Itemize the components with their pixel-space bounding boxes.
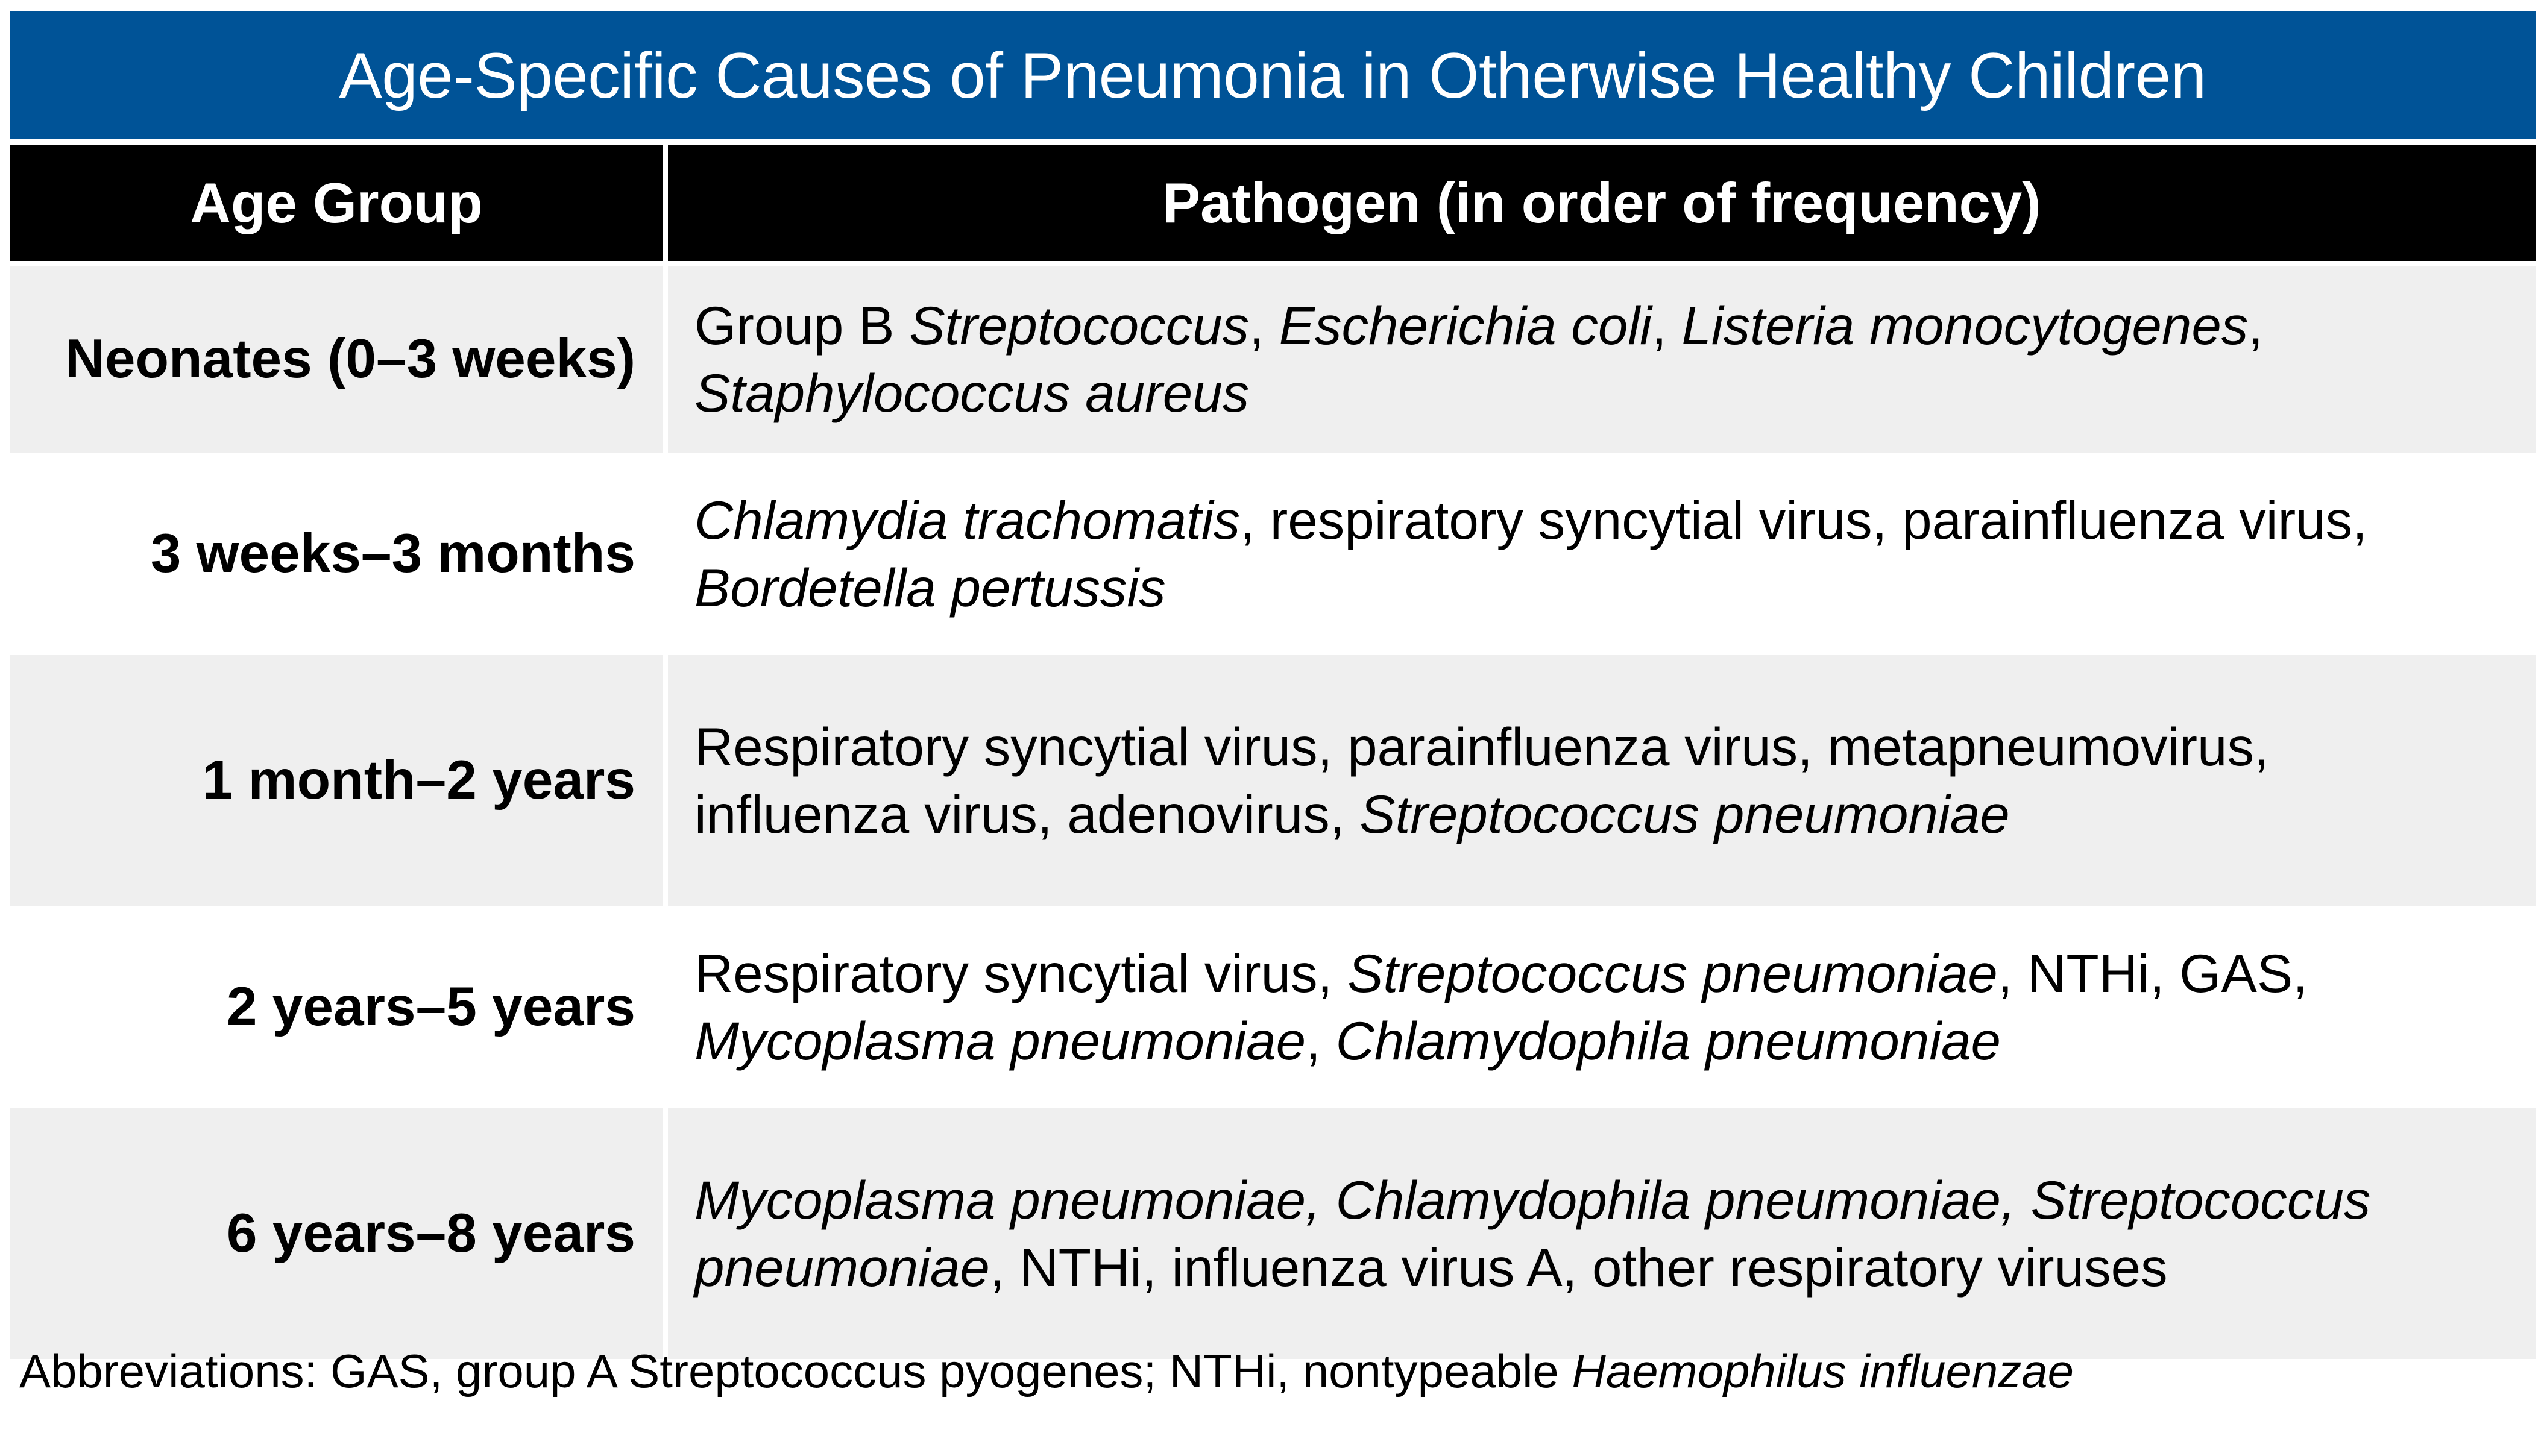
age-cell: 2 years–5 years [10, 911, 668, 1103]
italic-text-run: Chlamydophila pneumoniae [1335, 1011, 2001, 1071]
text-run: , [2248, 295, 2264, 356]
pathogen-line: Respiratory syncytial virus, Streptococc… [694, 940, 2523, 1007]
italic-text-run: Haemophilus influenzae [1572, 1345, 2074, 1398]
pathogen-line: pneumoniae, NTHi, influenza virus A, oth… [694, 1234, 2523, 1301]
text-run: , NTHi, influenza virus A, other respira… [989, 1237, 2168, 1298]
italic-text-run: Chlamydia trachomatis [694, 490, 1241, 550]
italic-text-run: Escherichia coli [1279, 295, 1652, 356]
table-row: 6 years–8 years Mycoplasma pneumoniae, C… [10, 1108, 2536, 1359]
pathogen-line: Respiratory syncytial virus, parainfluen… [694, 713, 2523, 780]
pathogen-line: Mycoplasma pneumoniae, Chlamydophila pne… [694, 1007, 2523, 1075]
table-row: 3 weeks–3 months Chlamydia trachomatis, … [10, 457, 2536, 650]
italic-text-run: Streptococcus [909, 295, 1250, 356]
age-cell: Neonates (0–3 weeks) [10, 266, 668, 453]
pathogen-line: Staphylococcus aureus [694, 359, 2523, 427]
pathogen-line: influenza virus, adenovirus, Streptococc… [694, 780, 2523, 848]
table-row: 2 years–5 years Respiratory syncytial vi… [10, 911, 2536, 1103]
abbreviations-footnote: Abbreviations: GAS, group A Streptococcu… [19, 1344, 2074, 1399]
pathogen-cell: Respiratory syncytial virus, parainfluen… [666, 655, 2536, 906]
pneumonia-table-figure: Age-Specific Causes of Pneumonia in Othe… [10, 11, 2536, 1359]
text-run: influenza virus, adenovirus, [694, 784, 1360, 844]
header-row: Age Group Pathogen (in order of frequenc… [10, 145, 2536, 261]
pathogen-cell: Respiratory syncytial virus, Streptococc… [666, 911, 2536, 1103]
pathogen-line: Bordetella pertussis [694, 554, 2523, 621]
text-run: , NTHi, GAS, [1997, 943, 2308, 1003]
pathogen-cell: Chlamydia trachomatis, respiratory syncy… [666, 457, 2536, 650]
pathogen-cell: Group B Streptococcus, Escherichia coli,… [666, 266, 2536, 453]
pathogen-table: Age Group Pathogen (in order of frequenc… [10, 145, 2536, 1359]
italic-text-run: Bordetella pertussis [694, 557, 1166, 618]
pathogen-line: Mycoplasma pneumoniae, Chlamydophila pne… [694, 1166, 2523, 1234]
pathogen-line: Chlamydia trachomatis, respiratory syncy… [694, 486, 2523, 554]
pathogen-header: Pathogen (in order of frequency) [666, 145, 2536, 261]
italic-text-run: Streptococcus pneumoniae [1359, 784, 2010, 844]
age-cell: 3 weeks–3 months [10, 457, 668, 650]
italic-text-run: Streptococcus pneumoniae [1347, 943, 1998, 1003]
italic-text-run: Listeria monocytogenes [1681, 295, 2249, 356]
age-group-header: Age Group [10, 145, 668, 261]
italic-text-run: Staphylococcus aureus [694, 363, 1250, 423]
pathogen-line: Group B Streptococcus, Escherichia coli,… [694, 292, 2523, 359]
italic-text-run: Mycoplasma pneumoniae [694, 1011, 1306, 1071]
age-cell: 6 years–8 years [10, 1108, 668, 1359]
age-cell: 1 month–2 years [10, 655, 668, 906]
text-run: Group B [694, 295, 910, 356]
title-divider [10, 139, 2536, 145]
text-run: Respiratory syncytial virus, parainfluen… [694, 717, 2269, 777]
italic-text-run: pneumoniae [694, 1237, 990, 1298]
text-run: , respiratory syncytial virus, parainflu… [1240, 490, 2367, 550]
table-row: 1 month–2 years Respiratory syncytial vi… [10, 655, 2536, 906]
text-run: Respiratory syncytial virus, [694, 943, 1348, 1003]
italic-text-run: Mycoplasma pneumoniae, Chlamydophila pne… [694, 1170, 2371, 1230]
text-run: , [1651, 295, 1682, 356]
text-run: Abbreviations: GAS, group A Streptococcu… [19, 1345, 1572, 1398]
table-row: Neonates (0–3 weeks) Group B Streptococc… [10, 266, 2536, 453]
table-title: Age-Specific Causes of Pneumonia in Othe… [10, 11, 2536, 139]
text-run: , [1306, 1011, 1336, 1071]
pathogen-cell: Mycoplasma pneumoniae, Chlamydophila pne… [666, 1108, 2536, 1359]
text-run: , [1249, 295, 1279, 356]
